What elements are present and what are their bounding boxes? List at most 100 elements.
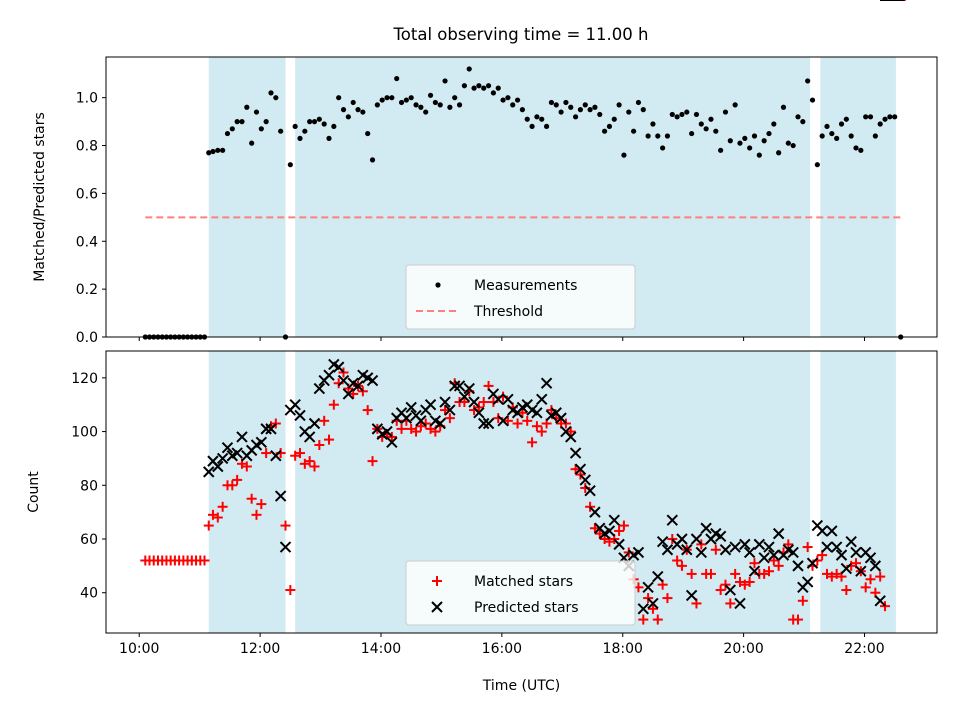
measurement-point — [867, 114, 874, 120]
predicted-star-point — [415, 415, 427, 427]
measurement-point — [660, 145, 666, 151]
predicted-star-point — [845, 535, 857, 548]
predicted-star-point — [444, 404, 456, 416]
matched-star-point — [860, 582, 871, 593]
matched-star-point — [478, 397, 489, 408]
x-tick-label: 22:00 — [844, 641, 884, 657]
count-x-ticks: 10:00 12:00 14:00 16:00 18:00 20:00 22:00 — [119, 633, 885, 657]
count-panel: 40 60 80 100 120 10:00 12:00 14:00 16:00 18:00 20… — [26, 0, 938, 694]
count-legend-box — [405, 560, 636, 626]
matched-star-point — [251, 509, 262, 520]
predicted-star-point — [584, 484, 596, 497]
matched-star-point — [589, 523, 600, 534]
predicted-star-point — [801, 576, 814, 588]
measurement-point — [297, 135, 303, 141]
matched-star-point — [367, 456, 378, 467]
predicted-star-point — [855, 565, 867, 577]
measurement-point — [780, 104, 787, 110]
matched-star-point — [560, 418, 571, 429]
measurement-point — [892, 114, 898, 120]
measurement-point — [737, 140, 743, 146]
measurement-point — [321, 121, 327, 127]
matched-star-point — [241, 461, 252, 472]
measurement-point — [655, 133, 661, 139]
measurement-point — [500, 97, 506, 103]
measurement-point — [718, 147, 724, 153]
x-tick-label: 14:00 — [361, 641, 401, 657]
measurement-point — [819, 133, 825, 139]
measurement-point — [650, 121, 656, 127]
predicted-star-point — [569, 447, 582, 459]
measurement-point — [524, 116, 530, 122]
measurement-point — [408, 95, 414, 101]
matched-star-point — [585, 501, 596, 512]
y-tick-label: 0.4 — [76, 234, 98, 250]
measurement-point — [597, 111, 603, 118]
predicted-star-point — [637, 603, 649, 615]
measurement-point — [621, 152, 627, 158]
predicted-star-point — [313, 382, 326, 395]
measurement-point — [292, 123, 298, 130]
predicted-star-point — [323, 369, 335, 381]
measurement-point — [689, 130, 695, 137]
measurement-point — [311, 119, 318, 125]
measurement-point — [693, 111, 700, 118]
predicted-star-point — [279, 541, 292, 553]
measurement-point — [345, 114, 351, 120]
matched-star-point — [217, 501, 228, 512]
predicted-star-point — [231, 447, 243, 459]
x-tick-label: 18:00 — [603, 641, 643, 657]
predicted-star-point — [468, 396, 480, 408]
matched-star-point — [749, 558, 760, 569]
predicted-star-point — [294, 409, 306, 422]
measurement-point — [548, 99, 555, 106]
measurement-point — [858, 147, 864, 153]
measurement-point — [476, 83, 482, 89]
measurement-point — [616, 102, 622, 108]
measurement-point — [278, 128, 284, 134]
ratio-y-ticks: 0.0 0.2 0.4 0.6 0.8 1.0 — [76, 91, 106, 346]
predicted-star-point — [536, 393, 548, 406]
predicted-star-point — [236, 431, 248, 443]
matched-star-point — [672, 555, 683, 566]
measurement-point — [331, 123, 337, 130]
measurement-point — [360, 109, 366, 115]
predicted-star-point — [613, 538, 625, 551]
measurement-point — [253, 109, 260, 115]
legend-plus-glyph — [432, 576, 442, 586]
matched-star-point — [618, 520, 629, 531]
observing-window-1 — [208, 57, 286, 337]
measurement-point — [461, 83, 467, 89]
measurement-point — [626, 109, 632, 115]
matched-star-point — [304, 456, 315, 467]
matched-star-point — [614, 525, 625, 536]
matched-star-point — [763, 566, 774, 577]
predicted-star-point — [816, 525, 828, 537]
predicted-star-point — [308, 417, 321, 430]
matched-star-point — [643, 593, 654, 604]
predicted-star-point — [869, 560, 882, 572]
measurement-point — [732, 102, 738, 108]
measurement-point — [664, 133, 671, 139]
measurement-point — [853, 145, 859, 151]
measurement-point — [800, 119, 806, 125]
predicted-star-point — [835, 549, 848, 561]
matched-star-point — [396, 423, 407, 434]
predicted-star-point — [695, 546, 708, 559]
measurement-point — [882, 116, 888, 122]
measurement-point — [534, 114, 540, 120]
matched-star-point — [362, 405, 373, 416]
measurement-point — [582, 102, 588, 108]
matched-star-point — [792, 614, 803, 625]
measurement-point — [442, 78, 448, 84]
predicted-star-point — [661, 544, 674, 556]
measurement-point — [403, 97, 409, 103]
predicted-star-point — [434, 417, 446, 430]
predicted-star-points — [203, 0, 905, 615]
predicted-star-point — [714, 530, 727, 543]
matched-star-point — [797, 595, 808, 606]
predicted-star-point — [478, 417, 490, 430]
y-tick-label: 0.6 — [76, 186, 98, 202]
measurement-point — [805, 78, 811, 84]
matched-star-point — [720, 579, 731, 590]
